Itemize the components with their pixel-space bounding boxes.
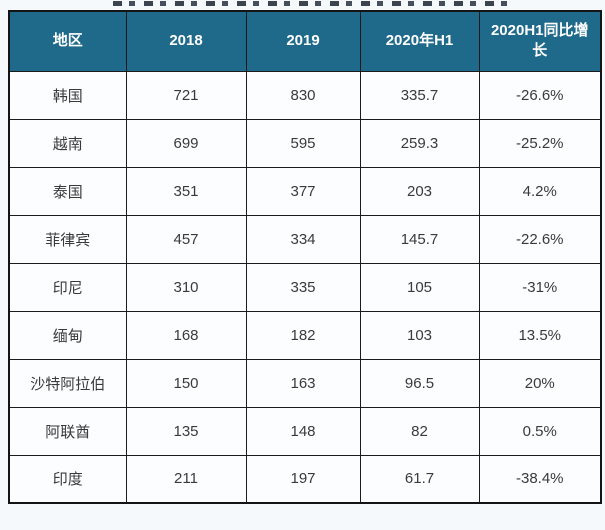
- table-row: 越南 699 595 259.3 -25.2%: [8, 118, 602, 168]
- region-cell: 泰国: [8, 166, 127, 216]
- value-cell: 830: [245, 70, 361, 120]
- column-header-1: 2018: [125, 10, 247, 72]
- value-cell: -26.6%: [478, 70, 602, 120]
- table-container: 地区 2018 2019 2020年H1 2020H1同比增长 韩国 721 830 335.…: [8, 10, 602, 504]
- value-cell: 377: [245, 166, 361, 216]
- value-cell: -25.2%: [478, 118, 602, 168]
- value-cell: -22.6%: [478, 214, 602, 264]
- value-cell: 163: [245, 358, 361, 408]
- value-cell: 310: [125, 262, 247, 312]
- column-header-0: 地区: [8, 10, 127, 72]
- region-data-table: 地区 2018 2019 2020年H1 2020H1同比增长 韩国 721 830 335.…: [8, 10, 602, 504]
- value-cell: 721: [125, 70, 247, 120]
- value-cell: 135: [125, 406, 247, 456]
- value-cell: 203: [359, 166, 480, 216]
- value-cell: 334: [245, 214, 361, 264]
- region-cell: 韩国: [8, 70, 127, 120]
- table-row: 阿联酋 135 148 82 0.5%: [8, 406, 602, 456]
- region-cell: 阿联酋: [8, 406, 127, 456]
- value-cell: 335.7: [359, 70, 480, 120]
- value-cell: 148: [245, 406, 361, 456]
- value-cell: 105: [359, 262, 480, 312]
- clipped-title-fragment: [113, 1, 507, 6]
- value-cell: 351: [125, 166, 247, 216]
- value-cell: 150: [125, 358, 247, 408]
- value-cell: 145.7: [359, 214, 480, 264]
- table-body: 韩国 721 830 335.7 -26.6% 越南 699 595 259.3 -25.2% 泰国…: [8, 70, 602, 504]
- table-row: 韩国 721 830 335.7 -26.6%: [8, 70, 602, 120]
- value-cell: 259.3: [359, 118, 480, 168]
- column-header-2: 2019: [245, 10, 361, 72]
- region-cell: 缅甸: [8, 310, 127, 360]
- table-row: 沙特阿拉伯 150 163 96.5 20%: [8, 358, 602, 408]
- value-cell: 335: [245, 262, 361, 312]
- value-cell: 595: [245, 118, 361, 168]
- value-cell: 699: [125, 118, 247, 168]
- value-cell: 20%: [478, 358, 602, 408]
- header-row: 地区 2018 2019 2020年H1 2020H1同比增长: [8, 10, 602, 72]
- column-header-3: 2020年H1: [359, 10, 480, 72]
- value-cell: 197: [245, 454, 361, 504]
- value-cell: 182: [245, 310, 361, 360]
- value-cell: 13.5%: [478, 310, 602, 360]
- table-row: 泰国 351 377 203 4.2%: [8, 166, 602, 216]
- region-cell: 菲律宾: [8, 214, 127, 264]
- value-cell: -31%: [478, 262, 602, 312]
- value-cell: 211: [125, 454, 247, 504]
- value-cell: -38.4%: [478, 454, 602, 504]
- table-row: 印度 211 197 61.7 -38.4%: [8, 454, 602, 504]
- table-row: 菲律宾 457 334 145.7 -22.6%: [8, 214, 602, 264]
- region-cell: 印度: [8, 454, 127, 504]
- table-row: 缅甸 168 182 103 13.5%: [8, 310, 602, 360]
- value-cell: 96.5: [359, 358, 480, 408]
- value-cell: 103: [359, 310, 480, 360]
- value-cell: 4.2%: [478, 166, 602, 216]
- value-cell: 0.5%: [478, 406, 602, 456]
- region-cell: 沙特阿拉伯: [8, 358, 127, 408]
- value-cell: 61.7: [359, 454, 480, 504]
- value-cell: 457: [125, 214, 247, 264]
- region-cell: 越南: [8, 118, 127, 168]
- column-header-4: 2020H1同比增长: [478, 10, 602, 72]
- table-header: 地区 2018 2019 2020年H1 2020H1同比增长: [8, 10, 602, 72]
- region-cell: 印尼: [8, 262, 127, 312]
- table-row: 印尼 310 335 105 -31%: [8, 262, 602, 312]
- value-cell: 168: [125, 310, 247, 360]
- value-cell: 82: [359, 406, 480, 456]
